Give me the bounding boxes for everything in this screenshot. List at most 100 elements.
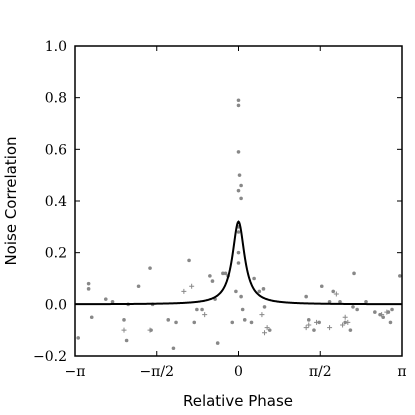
scatter-dot-5 [110, 299, 115, 304]
scatter-dot-16 [187, 258, 191, 263]
scatter-dot-6 [122, 318, 126, 322]
scatter-dot-31 [236, 150, 241, 154]
scatter-dot-2 [86, 287, 91, 291]
scatter-dot-33 [239, 183, 243, 188]
scatter-dot-19 [200, 307, 204, 312]
scatter-dot-46 [261, 287, 266, 291]
scatter-plus-1 [147, 327, 153, 333]
scatter-plus-series [121, 283, 390, 336]
x-tick-label-3: π/2 [309, 364, 332, 380]
scatter-dot-68 [390, 307, 394, 312]
scatter-dot-7 [124, 338, 129, 343]
x-tick-labels: −π −π/2 0 π/2 π [65, 364, 407, 380]
scatter-dot-15 [174, 320, 178, 325]
scatter-dot-21 [210, 279, 215, 283]
scatter-dot-65 [381, 315, 385, 320]
scatter-dot-39 [236, 261, 241, 265]
scatter-plus-0 [121, 327, 127, 333]
scatter-plus-12 [333, 291, 339, 297]
scatter-dot-27 [230, 320, 235, 325]
scatter-plus-7 [264, 325, 270, 331]
scatter-dot-42 [242, 318, 247, 322]
scatter-plus-15 [345, 319, 351, 325]
scatter-dot-37 [236, 230, 241, 234]
scatter-dot-45 [257, 289, 262, 294]
y-tick-label-3: 0.4 [45, 194, 67, 210]
scatter-plus-6 [262, 330, 268, 336]
scatter-dot-50 [306, 318, 311, 322]
x-tick-label-2: 0 [234, 364, 243, 380]
y-tick-label-6: 1.0 [45, 39, 67, 55]
scatter-dot-53 [319, 284, 324, 289]
scatter-plus-9 [306, 322, 312, 328]
scatter-dot-63 [373, 310, 377, 314]
scatter-plus-2 [181, 288, 187, 294]
scatter-dot-69 [398, 274, 402, 278]
scatter-dot-0 [76, 336, 81, 340]
scatter-dot-60 [352, 271, 356, 276]
scatter-dot-13 [166, 318, 171, 322]
scatter-dot-38 [236, 250, 241, 255]
scatter-dot-14 [171, 346, 176, 351]
y-tick-labels: −0.2 0.0 0.2 0.4 0.6 0.8 1.0 [33, 39, 67, 365]
scatter-dot-49 [304, 294, 308, 299]
scatter-dot-28 [234, 289, 238, 294]
scatter-dot-3 [89, 315, 94, 320]
x-axis-label: Relative Phase [183, 392, 293, 410]
scatter-plus-8 [303, 325, 309, 331]
scatter-dot-40 [239, 294, 243, 299]
scatter-dot-4 [103, 297, 108, 301]
scatter-dot-41 [240, 307, 245, 312]
scatter-dot-23 [215, 341, 220, 345]
scatter-dot-30 [236, 103, 241, 108]
fit-curve [75, 220, 402, 306]
scatter-dot-56 [338, 299, 342, 304]
scatter-dot-54 [327, 299, 332, 304]
scatter-dot-59 [351, 305, 355, 309]
scatter-plus-11 [327, 325, 333, 331]
y-tick-label-2: 0.2 [45, 246, 67, 262]
scatter-dot-24 [221, 271, 225, 276]
scatter-dot-67 [388, 320, 393, 325]
scatter-dot-1 [86, 281, 91, 286]
x-tick-label-0: −π [65, 364, 86, 380]
scatter-dot-25 [223, 271, 228, 276]
scatter-dot-48 [267, 328, 272, 332]
scatter-dot-57 [343, 320, 347, 325]
scatter-dot-29 [236, 98, 241, 103]
y-tick-label-5: 0.8 [45, 91, 67, 107]
scatter-plus-17 [384, 309, 390, 315]
scatter-plus-4 [202, 312, 208, 318]
scatter-plus-5 [259, 312, 265, 318]
scatter-dots-series [76, 98, 402, 351]
scatter-dot-35 [239, 196, 243, 201]
scatter-dot-18 [195, 307, 199, 312]
scatter-dot-43 [249, 320, 254, 325]
x-tick-label-1: −π/2 [139, 364, 174, 380]
scatter-dot-61 [355, 307, 359, 312]
scatter-dot-62 [364, 299, 368, 304]
y-tick-label-4: 0.6 [45, 142, 67, 158]
scatter-dot-34 [236, 188, 241, 193]
scatter-plus-13 [340, 322, 346, 328]
scatter-dot-55 [331, 289, 336, 294]
scatter-plus-14 [342, 314, 348, 320]
scatter-dot-47 [262, 305, 267, 309]
scatter-dot-10 [148, 266, 152, 270]
x-tick-label-4: π [397, 364, 406, 380]
scatter-dot-20 [208, 274, 212, 278]
y-axis-label: Noise Correlation [2, 136, 20, 265]
plot-frame [74, 45, 403, 357]
scatter-plus-16 [379, 312, 385, 318]
scatter-dot-17 [192, 320, 197, 325]
scatter-plus-3 [189, 283, 195, 289]
scatter-dot-52 [317, 320, 321, 325]
scatter-dot-9 [136, 284, 141, 289]
scatter-plus-10 [314, 319, 320, 325]
scatter-dot-44 [252, 276, 256, 281]
y-tick-label-1: 0.0 [45, 297, 67, 313]
scatter-dot-58 [348, 328, 353, 332]
scatter-dot-32 [237, 173, 242, 177]
